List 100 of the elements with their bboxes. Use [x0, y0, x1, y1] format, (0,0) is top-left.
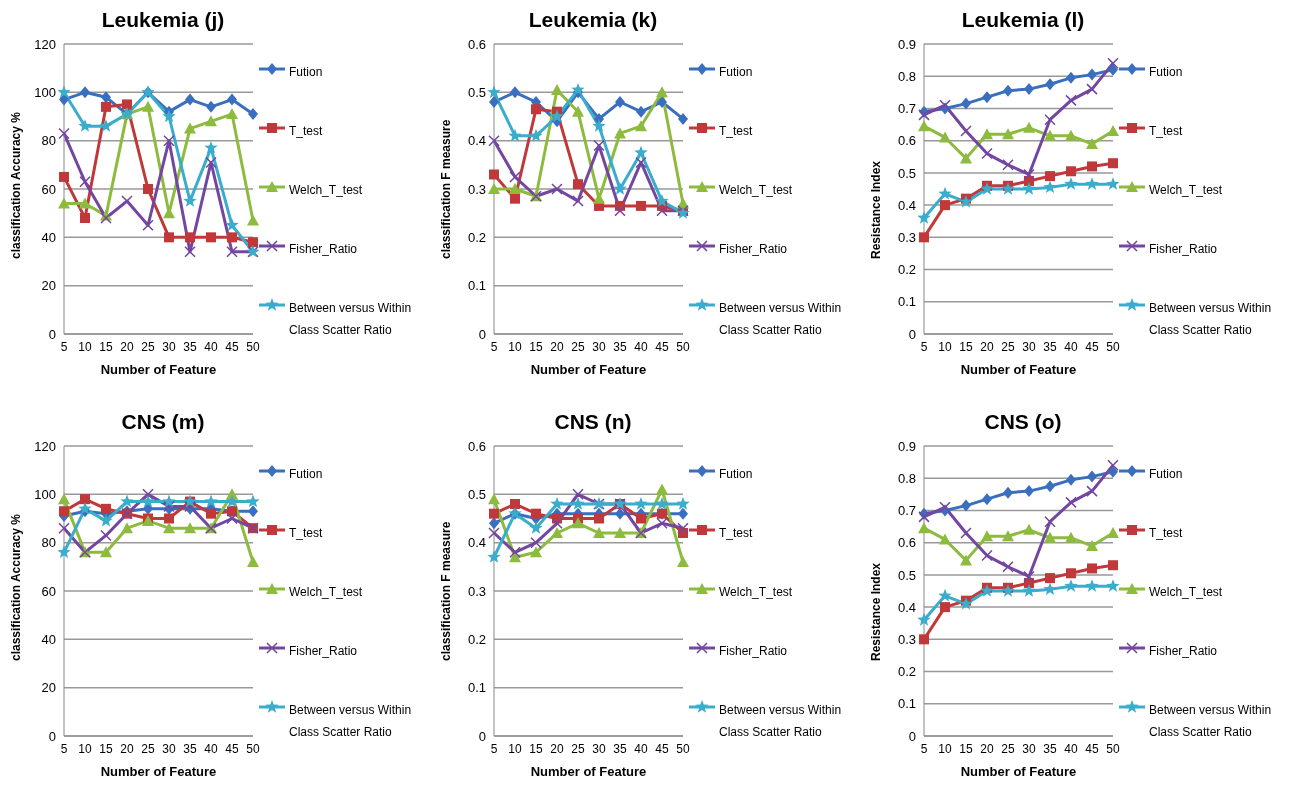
y-tick-label: 0.6 — [467, 36, 486, 52]
legend-label: T_test — [719, 524, 753, 542]
x-tick-label: 5 — [920, 741, 928, 756]
y-tick-label: 0.4 — [897, 197, 916, 213]
y-tick-label: 0.2 — [467, 229, 486, 245]
x-axis-title: Number of Feature — [100, 362, 217, 377]
y-tick-label: 0.5 — [897, 567, 916, 583]
legend-label: Fisher_Ratio — [289, 240, 358, 258]
legend-label: T_test — [1149, 122, 1183, 140]
y-tick-label: 0.2 — [897, 664, 916, 680]
x-tick-label: 35 — [183, 339, 197, 354]
x-axis-title: Number of Feature — [530, 764, 647, 779]
x-tick-label: 30 — [162, 741, 176, 756]
y-tick-label: 0 — [48, 326, 56, 342]
chart-title: Leukemia (j) — [100, 8, 226, 33]
x-tick-label: 35 — [613, 741, 627, 756]
x-tick-label: 15 — [529, 339, 543, 354]
legend-label: Fisher_Ratio — [719, 642, 788, 660]
x-tick-label: 15 — [529, 741, 543, 756]
x-tick-label: 5 — [60, 741, 68, 756]
x-tick-label: 5 — [490, 741, 498, 756]
x-tick-label: 50 — [1106, 339, 1120, 354]
x-tick-label: 40 — [634, 741, 648, 756]
x-tick-label: 45 — [655, 741, 669, 756]
y-tick-label: 40 — [41, 631, 56, 647]
y-tick-label: 20 — [41, 680, 56, 696]
x-tick-label: 50 — [246, 339, 260, 354]
chart-title: Leukemia (k) — [527, 8, 659, 33]
x-tick-label: 45 — [1085, 339, 1099, 354]
y-tick-label: 60 — [41, 181, 56, 197]
legend-label: Fution — [1149, 63, 1183, 81]
y-tick-label: 0.4 — [897, 599, 916, 615]
chart-title: CNS (m) — [120, 410, 206, 435]
y-tick-label: 0.1 — [467, 278, 486, 294]
x-tick-label: 35 — [1043, 741, 1057, 756]
legend-label: Between versus Within Class Scatter Ratio — [289, 299, 413, 339]
x-tick-label: 10 — [938, 339, 952, 354]
y-tick-label: 0.2 — [467, 631, 486, 647]
x-tick-label: 35 — [183, 741, 197, 756]
legend-label: Fution — [719, 465, 753, 483]
x-tick-label: 20 — [980, 339, 994, 354]
y-axis-title: Resistance Index — [869, 160, 884, 259]
y-axis-title: classification F measure — [439, 119, 454, 259]
x-axis-title: Number of Feature — [530, 362, 647, 377]
y-tick-label: 20 — [41, 278, 56, 294]
x-tick-label: 25 — [141, 741, 155, 756]
x-tick-label: 25 — [571, 741, 585, 756]
x-axis-title: Number of Feature — [100, 764, 217, 779]
y-tick-label: 120 — [34, 36, 56, 52]
x-tick-label: 5 — [60, 339, 68, 354]
y-tick-label: 0.3 — [897, 229, 916, 245]
x-tick-label: 40 — [634, 339, 648, 354]
x-tick-label: 5 — [920, 339, 928, 354]
legend-label: Between versus Within Class Scatter Ratio — [1149, 299, 1273, 339]
legend-label: Between versus Within Class Scatter Ratio — [289, 701, 413, 741]
legend-label: Welch_T_test — [719, 583, 793, 601]
x-tick-label: 15 — [99, 339, 113, 354]
y-tick-label: 0.9 — [897, 438, 916, 454]
legend-label: Welch_T_test — [289, 181, 363, 199]
x-tick-label: 40 — [204, 741, 218, 756]
y-tick-label: 0.6 — [897, 133, 916, 149]
x-tick-label: 30 — [1022, 339, 1036, 354]
y-tick-label: 40 — [41, 229, 56, 245]
y-tick-label: 0.7 — [897, 503, 916, 519]
x-tick-label: 25 — [571, 339, 585, 354]
x-tick-label: 20 — [980, 741, 994, 756]
x-tick-label: 35 — [1043, 339, 1057, 354]
x-tick-label: 45 — [225, 339, 239, 354]
y-tick-label: 0.4 — [467, 133, 486, 149]
x-tick-label: 50 — [676, 339, 690, 354]
legend-label: Between versus Within Class Scatter Ratio — [719, 299, 843, 339]
y-tick-label: 0.7 — [897, 101, 916, 117]
x-tick-label: 40 — [1064, 339, 1078, 354]
y-tick-label: 0.3 — [897, 631, 916, 647]
y-tick-label: 0.5 — [467, 486, 486, 502]
y-tick-label: 0.1 — [897, 294, 916, 310]
y-tick-label: 0.2 — [897, 262, 916, 278]
legend-label: T_test — [289, 524, 323, 542]
x-tick-label: 20 — [120, 741, 134, 756]
legend-label: Welch_T_test — [289, 583, 363, 601]
y-axis-title: classification F measure — [439, 521, 454, 661]
y-axis-title: Resistance Index — [869, 562, 884, 661]
x-tick-label: 15 — [959, 339, 973, 354]
x-tick-label: 35 — [613, 339, 627, 354]
y-tick-label: 0.9 — [897, 36, 916, 52]
x-tick-label: 50 — [246, 741, 260, 756]
x-axis-title: Number of Feature — [960, 362, 1077, 377]
x-tick-label: 5 — [490, 339, 498, 354]
x-tick-label: 30 — [1022, 741, 1036, 756]
y-tick-label: 0.5 — [897, 165, 916, 181]
x-tick-label: 10 — [938, 741, 952, 756]
legend-label: Fisher_Ratio — [289, 642, 358, 660]
y-axis-title: classification Accuracy % — [9, 513, 24, 661]
x-tick-label: 40 — [204, 339, 218, 354]
y-tick-label: 0.8 — [897, 68, 916, 84]
x-tick-label: 30 — [592, 339, 606, 354]
legend-label: Fisher_Ratio — [719, 240, 788, 258]
legend-label: Fution — [289, 465, 323, 483]
chart-title: Leukemia (l) — [960, 8, 1086, 33]
legend-label: T_test — [289, 122, 323, 140]
